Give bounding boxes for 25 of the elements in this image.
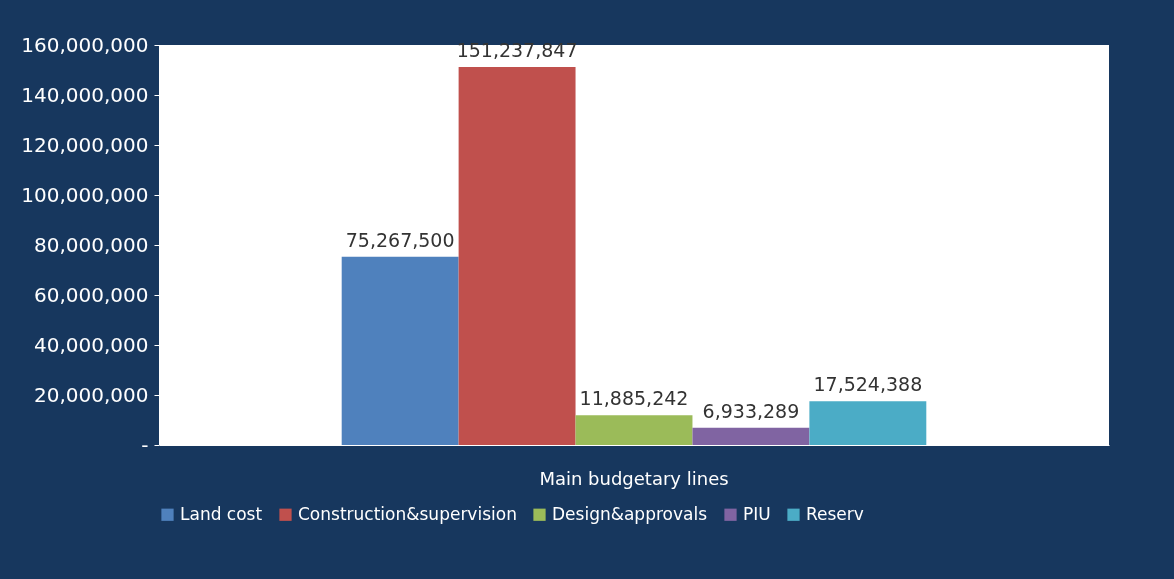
bar — [809, 401, 927, 445]
data-label: 75,267,500 — [345, 228, 455, 251]
y-tick-label: 20,000,000 — [33, 382, 149, 407]
y-tick-label: 100,000,000 — [21, 182, 149, 207]
data-label: 17,524,388 — [813, 373, 923, 396]
y-tick-label: 40,000,000 — [33, 332, 149, 357]
legend-label: PIU — [743, 503, 771, 524]
y-tick-label: 60,000,000 — [33, 282, 149, 307]
y-tick-label: 140,000,000 — [21, 82, 149, 107]
bar — [458, 66, 576, 445]
legend-label: Construction&supervision — [298, 503, 517, 524]
data-label: 151,237,847 — [456, 38, 578, 61]
y-tick-label: 120,000,000 — [21, 132, 149, 157]
bar — [692, 427, 810, 445]
bar — [575, 415, 693, 445]
y-tick-label: 160,000,000 — [21, 32, 149, 57]
legend-label: Reserv — [806, 503, 864, 524]
legend-label: Design&approvals — [552, 503, 708, 524]
y-tick-label: 80,000,000 — [33, 232, 149, 257]
x-tick-label: Main budgetary lines — [539, 467, 729, 489]
y-tick-label: - — [141, 432, 149, 457]
data-label: 11,885,242 — [579, 387, 689, 410]
legend-label: Land cost — [180, 503, 263, 524]
bar — [341, 256, 459, 445]
data-label: 6,933,289 — [702, 399, 800, 422]
